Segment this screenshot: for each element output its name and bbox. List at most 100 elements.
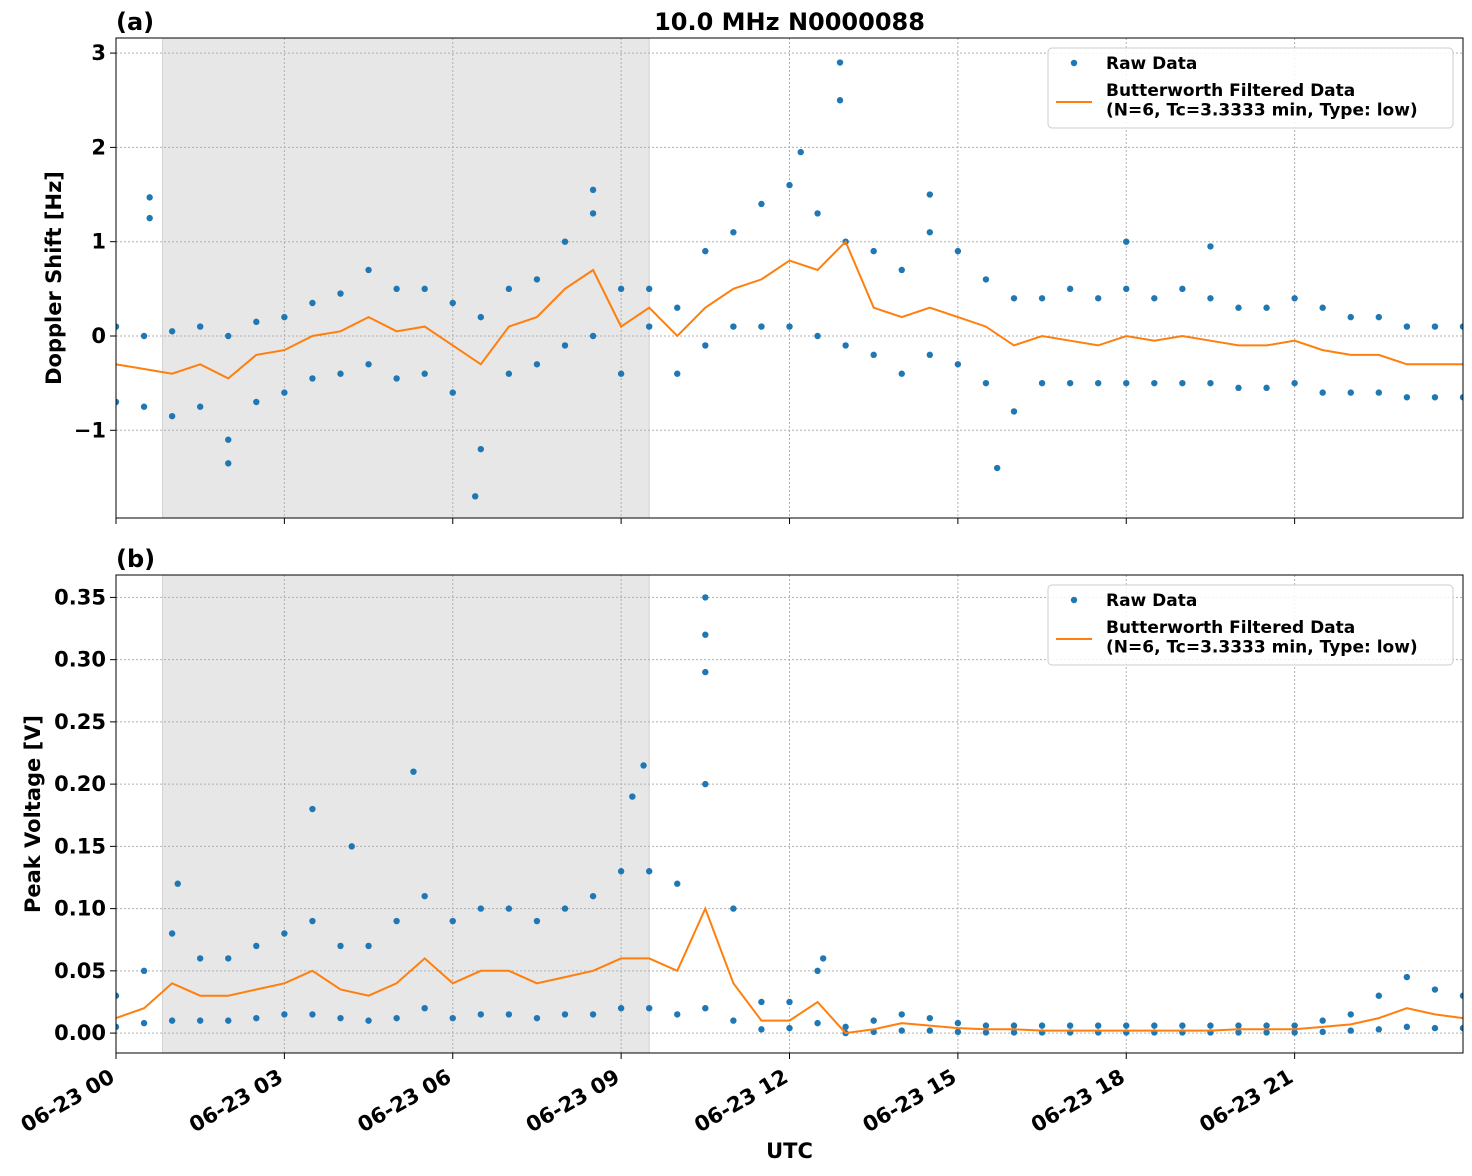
raw-point (617, 285, 625, 293)
raw-point (674, 880, 681, 887)
axes-frame (115, 574, 1464, 1054)
raw-point (1151, 1022, 1158, 1029)
raw-point (253, 1014, 260, 1022)
raw-point (870, 1017, 877, 1024)
raw-point (617, 1004, 625, 1012)
raw-point (1375, 389, 1383, 396)
panel-label: (a) (116, 8, 154, 36)
raw-point (253, 942, 260, 950)
raw-point (281, 313, 288, 321)
x-tick-label: 06-23 15 (859, 1065, 961, 1138)
y-tick-label: 0.25 (54, 710, 106, 734)
raw-point (1375, 313, 1383, 321)
raw-point (1431, 1024, 1439, 1032)
raw-point (449, 299, 456, 307)
raw-point (1010, 1022, 1018, 1029)
raw-point (1319, 304, 1326, 311)
raw-point (505, 370, 513, 377)
raw-point (116, 323, 120, 330)
raw-point (1066, 285, 1074, 293)
raw-point (505, 905, 513, 912)
x-tick-label: 06-23 18 (1027, 1065, 1129, 1138)
raw-point (702, 594, 709, 601)
raw-point (758, 323, 765, 330)
raw-point (617, 370, 625, 377)
raw-point (1347, 389, 1354, 396)
raw-point (533, 1014, 541, 1022)
raw-point (730, 905, 737, 912)
raw-point (421, 1004, 428, 1012)
raw-point (982, 276, 990, 283)
raw-point (1263, 1022, 1270, 1029)
raw-point (1123, 379, 1130, 387)
raw-point (140, 332, 148, 340)
raw-point (814, 967, 821, 975)
raw-point (309, 805, 316, 813)
y-tick-label: 0 (91, 324, 106, 348)
raw-point (1094, 1022, 1102, 1029)
raw-point (819, 955, 827, 962)
filtered-line (116, 905, 1463, 1035)
raw-point (253, 398, 260, 406)
panel-label: (b) (116, 545, 155, 573)
shaded-span (162, 37, 650, 519)
raw-point (814, 1019, 821, 1027)
legend-label: Raw Data (1106, 591, 1197, 611)
raw-point (225, 332, 232, 340)
raw-point (1403, 323, 1411, 330)
raw-point (702, 668, 709, 676)
raw-point (365, 361, 372, 368)
raw-point (589, 332, 597, 340)
x-tick-label: 06-23 06 (353, 1065, 455, 1138)
raw-point (702, 1004, 709, 1012)
raw-point (786, 323, 793, 330)
raw-point (836, 59, 844, 66)
raw-point (196, 955, 204, 962)
x-tick-label: 06-23 03 (185, 1065, 287, 1138)
raw-point (168, 412, 176, 420)
raw-point (477, 313, 485, 321)
x-tick-label: 06-23 21 (1195, 1065, 1297, 1138)
raw-point (1235, 384, 1242, 392)
raw-point (1459, 394, 1463, 401)
raw-point (1403, 394, 1411, 401)
y-tick-label: −1 (74, 418, 106, 442)
raw-point (926, 1014, 934, 1022)
raw-point (477, 1011, 485, 1018)
raw-point (365, 266, 372, 274)
y-tick-label: 3 (91, 41, 106, 65)
raw-point (1179, 379, 1186, 387)
raw-point (337, 290, 344, 297)
raw-point (982, 379, 990, 387)
raw-point (146, 194, 153, 201)
raw-point (758, 998, 765, 1006)
raw-point (1319, 389, 1326, 396)
raw-point (281, 930, 288, 937)
raw-point (589, 210, 597, 217)
raw-point (786, 181, 793, 189)
raw-point (1066, 379, 1074, 387)
raw-point (1291, 1022, 1298, 1029)
y-tick-label: 0.00 (54, 1021, 106, 1045)
raw-point (309, 299, 316, 307)
raw-point (393, 375, 400, 382)
raw-point (1319, 1017, 1326, 1024)
raw-point (225, 955, 232, 962)
raw-point (645, 868, 653, 875)
raw-point (1123, 238, 1130, 245)
raw-point (1094, 295, 1102, 302)
raw-point (1151, 295, 1158, 302)
raw-point (533, 276, 541, 283)
legend-marker (1070, 59, 1078, 67)
raw-point (758, 1026, 765, 1033)
raw-point (393, 285, 400, 293)
raw-point (561, 342, 569, 349)
raw-point (421, 892, 428, 900)
raw-point (1375, 1026, 1383, 1033)
legend-label: Raw Data (1106, 54, 1197, 74)
y-tick-label: 2 (91, 135, 106, 159)
raw-point (645, 1004, 653, 1012)
raw-point (196, 403, 204, 410)
raw-point (505, 285, 513, 293)
raw-point (472, 493, 479, 500)
